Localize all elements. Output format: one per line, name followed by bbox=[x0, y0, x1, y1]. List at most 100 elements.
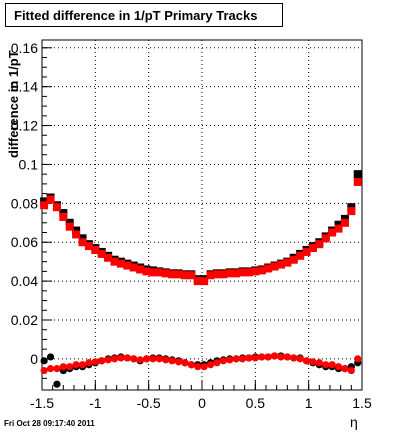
data-point-circle bbox=[347, 366, 355, 375]
data-point-circle bbox=[46, 353, 55, 361]
data-point-square bbox=[276, 260, 285, 269]
data-point-square bbox=[84, 242, 93, 251]
data-point-circle bbox=[117, 354, 125, 362]
plot-area bbox=[42, 40, 362, 390]
data-point-circle bbox=[200, 363, 208, 371]
data-point-circle bbox=[290, 354, 298, 362]
data-point-square bbox=[193, 277, 202, 286]
data-point-circle bbox=[40, 366, 48, 375]
data-point-circle bbox=[341, 365, 349, 373]
data-point-square bbox=[206, 271, 215, 280]
y-tick-label: 0.08 bbox=[11, 195, 38, 211]
data-point-square bbox=[212, 270, 221, 279]
data-point-circle bbox=[226, 356, 234, 364]
data-point-square bbox=[78, 238, 87, 247]
chart-title: Fitted difference in 1/pT Primary Tracks bbox=[14, 8, 258, 23]
data-point-circle bbox=[72, 361, 80, 369]
x-tick-label: -1.5 bbox=[30, 395, 54, 411]
x-tick-label: 1.5 bbox=[352, 395, 372, 411]
data-point-circle bbox=[53, 365, 61, 373]
data-point-circle bbox=[245, 354, 253, 362]
data-point-square bbox=[321, 234, 330, 243]
data-point-circle bbox=[258, 353, 266, 361]
data-point-circle bbox=[66, 363, 74, 371]
data-point-square bbox=[328, 228, 337, 237]
data-point-circle bbox=[162, 356, 170, 364]
data-point-square bbox=[123, 261, 132, 270]
data-point-square bbox=[264, 264, 273, 273]
data-point-square bbox=[104, 253, 113, 262]
data-point-square bbox=[232, 269, 241, 278]
data-point-square bbox=[308, 244, 317, 253]
y-tick-label: 0.02 bbox=[11, 312, 38, 328]
data-point-square bbox=[72, 230, 81, 239]
data-point-circle bbox=[91, 358, 99, 366]
data-point-square bbox=[148, 268, 157, 277]
data-point-square bbox=[187, 271, 196, 280]
data-point-circle bbox=[334, 363, 343, 371]
data-point-circle bbox=[104, 356, 112, 364]
data-point-square bbox=[180, 271, 189, 280]
data-point-circle bbox=[46, 365, 55, 373]
data-point-circle bbox=[181, 359, 189, 367]
y-tick-label: 0 bbox=[30, 351, 38, 367]
data-point-square bbox=[97, 249, 106, 258]
data-point-circle bbox=[264, 353, 272, 361]
timestamp: Fri Oct 28 09:17:40 2011 bbox=[4, 419, 95, 428]
data-point-square bbox=[200, 277, 209, 286]
data-point-square bbox=[340, 218, 349, 227]
data-point-circle bbox=[168, 357, 176, 365]
data-point-square bbox=[353, 170, 362, 179]
data-point-circle bbox=[270, 352, 279, 360]
data-point-circle bbox=[283, 353, 291, 361]
y-tick-label: 0.06 bbox=[11, 234, 38, 250]
data-point-square bbox=[155, 268, 164, 277]
data-point-square bbox=[129, 263, 138, 272]
data-point-circle bbox=[110, 355, 119, 363]
data-point-square bbox=[244, 268, 253, 277]
x-tick-label: 0 bbox=[198, 395, 206, 411]
data-point-square bbox=[91, 246, 100, 254]
x-tick-label: 0.5 bbox=[246, 395, 266, 411]
data-point-square bbox=[116, 259, 125, 268]
data-point-circle bbox=[251, 354, 259, 362]
data-point-square bbox=[238, 268, 247, 277]
data-point-square bbox=[270, 262, 279, 271]
data-point-square bbox=[65, 222, 74, 231]
data-point-circle bbox=[354, 355, 362, 363]
y-tick-label: 0.14 bbox=[11, 79, 38, 95]
data-point-square bbox=[334, 224, 343, 233]
data-point-circle bbox=[85, 359, 93, 367]
plot-frame bbox=[41, 39, 363, 391]
x-tick-label: -1 bbox=[89, 395, 102, 411]
data-point-circle bbox=[206, 361, 215, 369]
data-point-circle bbox=[309, 358, 317, 366]
data-point-square bbox=[52, 203, 61, 212]
x-tick-label: -0.5 bbox=[137, 395, 161, 411]
x-tick-label: 1 bbox=[305, 395, 313, 411]
data-point-circle bbox=[142, 355, 151, 363]
data-point-circle bbox=[174, 358, 183, 366]
y-tick-label: 0.04 bbox=[11, 273, 38, 289]
data-point-circle bbox=[277, 353, 285, 361]
data-point-square bbox=[315, 240, 324, 249]
data-point-circle bbox=[194, 363, 202, 371]
y-tick-label: 0.1 bbox=[19, 156, 39, 172]
data-point-square bbox=[347, 207, 356, 216]
data-point-square bbox=[219, 270, 228, 279]
data-point-circle bbox=[187, 361, 195, 369]
data-point-circle bbox=[149, 355, 157, 363]
data-point-circle bbox=[232, 355, 240, 363]
data-point-circle bbox=[123, 354, 131, 362]
data-point-circle bbox=[53, 380, 61, 388]
data-point-circle bbox=[296, 355, 304, 363]
data-point-square bbox=[46, 195, 55, 204]
data-point-square bbox=[225, 269, 234, 278]
data-point-circle bbox=[78, 361, 87, 369]
data-point-square bbox=[283, 258, 292, 267]
data-point-circle bbox=[302, 357, 311, 365]
data-point-square bbox=[161, 269, 170, 278]
data-point-square bbox=[296, 251, 305, 260]
data-point-square bbox=[302, 247, 311, 256]
